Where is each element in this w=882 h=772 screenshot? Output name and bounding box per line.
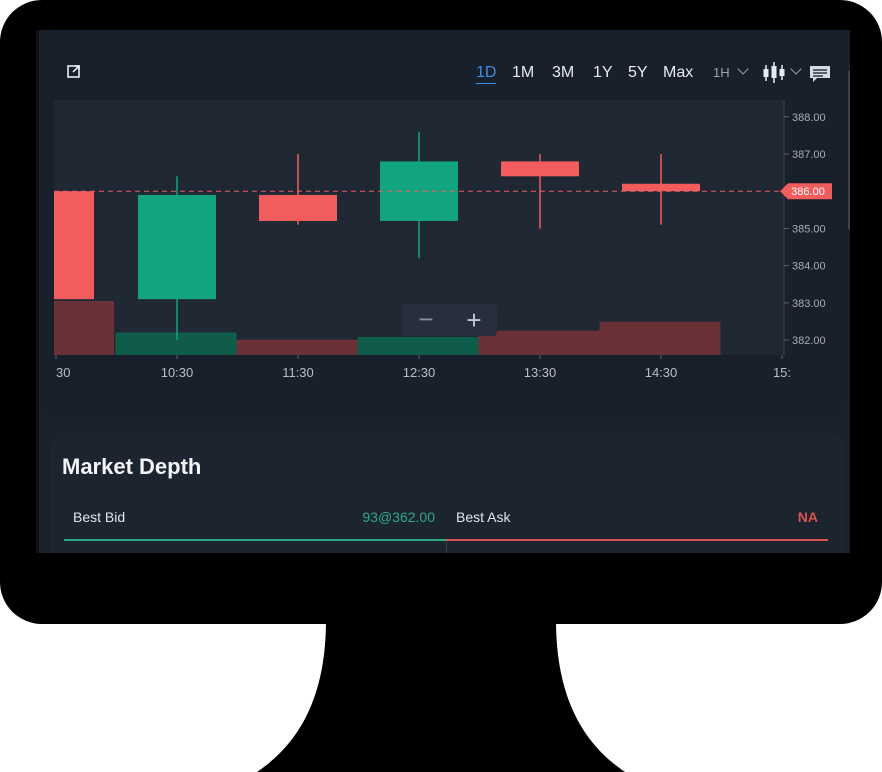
zoom-out-button[interactable]: − (418, 304, 433, 334)
candle-body (138, 194, 216, 300)
chart-type-chevron-icon[interactable] (790, 63, 802, 75)
candle-body (54, 191, 94, 300)
candle-body (501, 161, 579, 177)
best-bid-value: 93@362.00 (362, 509, 435, 525)
y-tick-label: 385.00 (792, 223, 826, 235)
chevron-down-icon[interactable] (737, 63, 749, 75)
market-depth-panel: Market Depth Best Bid 93@362.00 Best Ask… (50, 432, 844, 553)
candlestick-icon[interactable] (762, 59, 786, 85)
depth-divider (446, 541, 447, 553)
y-tick-label: 382.00 (792, 335, 826, 347)
volume-bar (115, 332, 237, 355)
x-tick-label: 30 (56, 365, 70, 380)
ask-depth-bar (446, 539, 828, 541)
x-tick-label: 13:30 (524, 365, 557, 380)
left-edge (36, 30, 39, 553)
y-tick-label: 383.00 (792, 298, 826, 310)
x-tick-label: 15: (773, 365, 791, 380)
best-ask-label: Best Ask (456, 509, 511, 525)
y-tick-label: 388.00 (792, 112, 826, 124)
tab-3m[interactable]: 3M (552, 64, 575, 81)
scrollbar[interactable] (848, 70, 850, 230)
candlestick-chart[interactable]: 388.00 387.00 385.00 384.00 383.00 382.00 30 1… (54, 100, 844, 390)
best-ask-value: NA (797, 509, 818, 525)
message-icon[interactable] (809, 65, 831, 83)
x-tick-label: 11:30 (282, 365, 314, 380)
volume-bar (599, 321, 721, 355)
y-tick-label: 384.00 (792, 261, 826, 273)
chart-card: 1D 1M 3M 1Y 5Y Max 1H (40, 30, 850, 417)
best-bid-label: Best Bid (73, 509, 126, 525)
candle-body (259, 194, 337, 221)
tab-max[interactable]: Max (663, 64, 694, 81)
interval-select[interactable]: 1H (713, 65, 730, 80)
app-screen: 1D 1M 3M 1Y 5Y Max 1H (36, 30, 850, 553)
tab-1y[interactable]: 1Y (593, 64, 613, 81)
volume-bar (54, 301, 114, 355)
chart-toolbar: 1D 1M 3M 1Y 5Y Max 1H (40, 58, 848, 92)
x-tick-label: 10:30 (161, 365, 194, 380)
tab-1m[interactable]: 1M (512, 64, 535, 81)
volume-bar (357, 337, 479, 355)
volume-bar (236, 339, 358, 355)
tab-1d[interactable]: 1D (476, 64, 497, 84)
x-tick-label: 14:30 (645, 365, 678, 380)
current-price-label: 386.00 (791, 186, 825, 198)
zoom-in-button[interactable]: + (466, 305, 481, 335)
current-price-tag: 386.00 (780, 183, 832, 200)
tab-5y[interactable]: 5Y (628, 64, 648, 81)
market-depth-title: Market Depth (62, 454, 202, 479)
zoom-controls: − + (402, 304, 497, 336)
bid-depth-bar (64, 539, 446, 541)
volume-bar (478, 330, 600, 355)
y-tick-label: 387.00 (792, 149, 826, 161)
expand-icon[interactable] (67, 64, 81, 78)
candle-body (622, 183, 700, 192)
x-tick-label: 12:30 (403, 365, 436, 380)
